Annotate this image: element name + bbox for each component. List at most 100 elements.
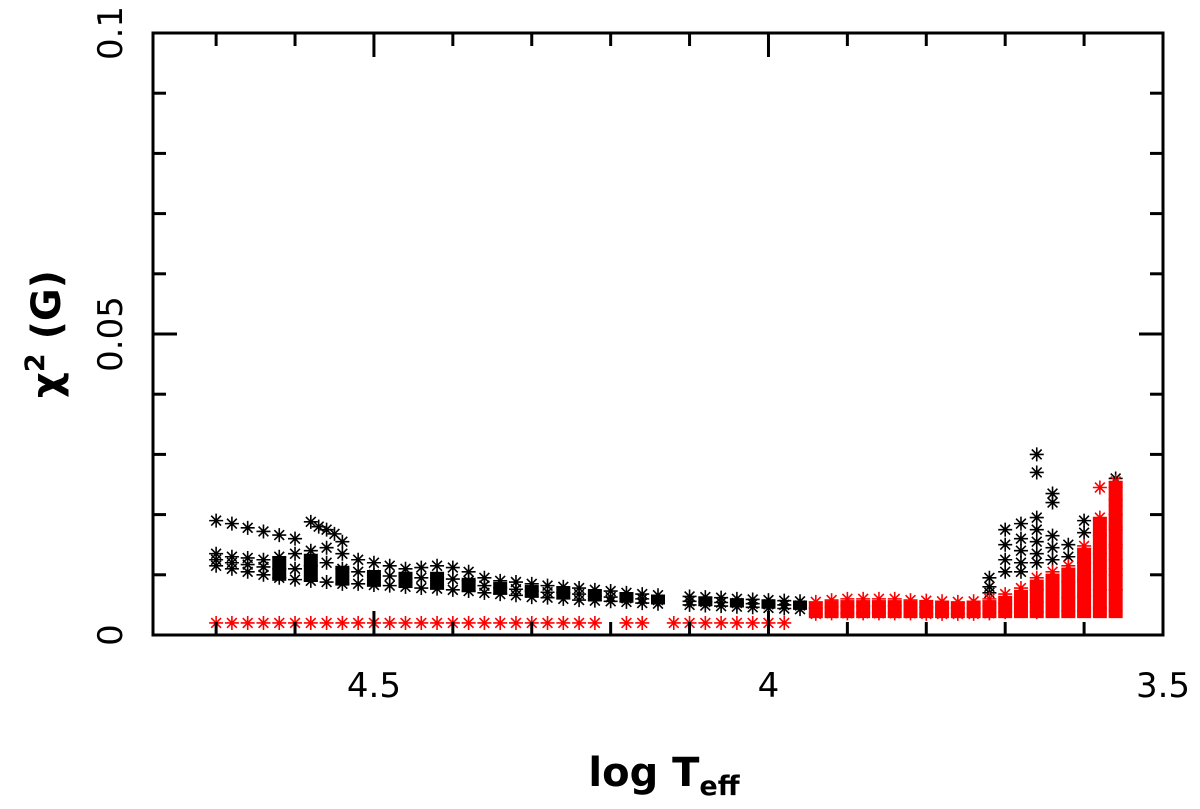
y-axis-title-superscript: 2	[20, 353, 51, 372]
black-data-point	[1045, 540, 1060, 555]
black-data-point	[272, 549, 287, 564]
black-data-point	[445, 572, 460, 587]
red-column	[903, 600, 918, 619]
red-column	[982, 600, 997, 619]
black-data-point	[430, 558, 445, 573]
red-data-point	[556, 615, 571, 630]
x-axis-title-main: log T	[588, 750, 700, 796]
red-data-point	[382, 615, 397, 630]
black-data-point	[414, 581, 429, 596]
black-data-point	[272, 561, 287, 576]
black-data-point	[256, 552, 271, 567]
black-data-point	[1029, 447, 1044, 462]
red-data-point	[619, 615, 634, 630]
black-data-point	[729, 599, 744, 614]
red-data-point	[1013, 581, 1028, 596]
black-data-point	[351, 552, 366, 567]
black-data-point	[209, 513, 224, 528]
black-data-point	[1013, 543, 1028, 558]
black-data-point	[398, 570, 413, 585]
black-data-point	[493, 587, 508, 602]
black-data-point	[303, 514, 318, 529]
black-data-point	[303, 573, 318, 588]
black-data-point	[288, 546, 303, 561]
black-data-point	[998, 537, 1013, 552]
red-data-point	[351, 615, 366, 630]
red-data-point	[587, 615, 602, 630]
black-data-point	[603, 594, 618, 609]
red-column	[824, 600, 839, 619]
black-data-point	[366, 567, 381, 582]
black-data-point	[398, 561, 413, 576]
black-data-point	[1061, 549, 1076, 564]
black-data-point	[382, 558, 397, 573]
black-data-point	[461, 564, 476, 579]
black-data-point	[1045, 495, 1060, 510]
black-data-point	[1045, 486, 1060, 501]
red-column	[840, 600, 855, 619]
red-data-point	[224, 615, 239, 630]
black-data-point	[556, 591, 571, 606]
x-tick-label: 4.5	[347, 666, 401, 706]
red-column	[998, 595, 1013, 619]
y-tick-label: 0.1	[91, 6, 131, 60]
red-data-point	[493, 615, 508, 630]
black-data-point	[240, 564, 255, 579]
red-data-point	[540, 615, 555, 630]
black-data-point	[256, 559, 271, 574]
black-data-point	[319, 575, 334, 590]
black-data-point	[1061, 537, 1076, 552]
black-data-point	[508, 575, 523, 590]
black-data-point	[540, 590, 555, 605]
black-data-point	[303, 543, 318, 558]
red-data-point	[1029, 570, 1044, 585]
black-data-point	[335, 546, 350, 561]
black-data-point	[366, 578, 381, 593]
red-data-point	[729, 615, 744, 630]
black-data-point	[398, 579, 413, 594]
red-data-point	[1092, 480, 1107, 495]
red-data-point	[856, 591, 871, 606]
black-data-point	[335, 561, 350, 576]
black-data-point	[698, 598, 713, 613]
black-data-point	[982, 570, 997, 585]
red-data-point	[572, 615, 587, 630]
black-data-point	[1013, 564, 1028, 579]
black-data-point	[777, 601, 792, 616]
black-data-point	[682, 597, 697, 612]
red-column	[1013, 589, 1028, 619]
red-data-point	[635, 615, 650, 630]
black-data-point	[477, 578, 492, 593]
black-data-point	[224, 561, 239, 576]
x-axis-title-subscript: eff	[699, 771, 740, 802]
black-data-point	[477, 570, 492, 585]
black-data-point	[256, 524, 271, 539]
black-data-point	[714, 599, 729, 614]
black-data-point	[793, 602, 808, 617]
black-data-point	[508, 588, 523, 603]
black-data-point	[1013, 555, 1028, 570]
black-data-point	[445, 560, 460, 575]
black-data-point	[1029, 522, 1044, 537]
red-data-point	[998, 587, 1013, 602]
black-data-point	[1029, 546, 1044, 561]
black-data-point	[998, 522, 1013, 537]
black-data-point	[572, 593, 587, 608]
black-data-point	[761, 600, 776, 615]
red-data-point	[887, 591, 902, 606]
red-data-point	[398, 615, 413, 630]
black-data-point	[382, 569, 397, 584]
black-data-point	[256, 567, 271, 582]
red-data-point	[240, 615, 255, 630]
black-data-point	[1029, 465, 1044, 480]
red-data-point	[982, 591, 997, 606]
black-data-point	[1029, 510, 1044, 525]
black-data-point	[288, 561, 303, 576]
red-column	[935, 601, 950, 619]
red-column	[950, 601, 965, 619]
black-data-point	[288, 572, 303, 587]
black-data-point	[319, 555, 334, 570]
red-data-point	[714, 615, 729, 630]
y-tick-label: 0.05	[91, 296, 131, 372]
black-data-point	[240, 520, 255, 535]
